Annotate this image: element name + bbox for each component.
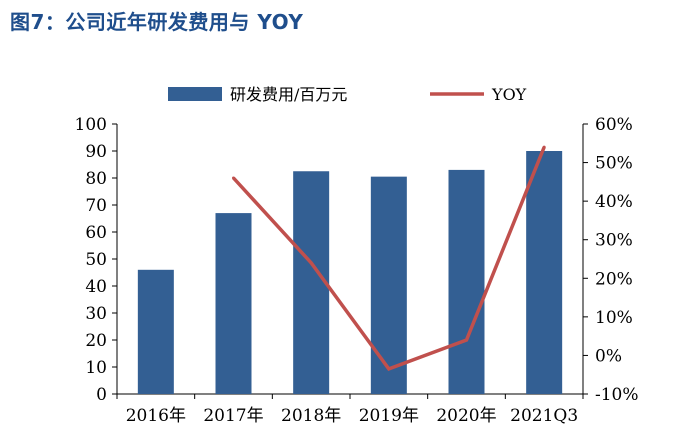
x-tick-label: 2017年: [203, 406, 263, 426]
bar: [448, 169, 485, 394]
left-tick-label: 70: [85, 196, 107, 216]
bar: [137, 269, 174, 394]
left-axis: 0 10 20 30 40 50 60 70 80 90 100: [75, 115, 118, 405]
left-tick-label: 10: [85, 358, 107, 378]
left-tick-label: 0: [96, 385, 107, 405]
legend-bar-label: 研发费用/百万元: [230, 85, 347, 104]
right-tick-label: 30%: [595, 231, 633, 251]
x-tick-label: 2020年: [436, 406, 496, 426]
right-tick-label: 60%: [595, 115, 633, 135]
x-tick-label: 2021Q3: [510, 406, 578, 426]
left-tick-label: 40: [85, 277, 107, 297]
yoy-point: [232, 176, 235, 180]
x-axis: 2016年 2017年 2018年 2019年 2020年 2021Q3: [116, 393, 584, 426]
yoy-point: [542, 145, 546, 149]
right-tick-label: -10%: [595, 385, 639, 405]
left-tick-label: 60: [85, 223, 107, 243]
right-tick-label: 40%: [595, 192, 633, 212]
figure-title: 图7：公司近年研发费用与 YOY: [10, 10, 304, 34]
yoy-point: [309, 261, 313, 265]
right-tick-label: 50%: [595, 154, 633, 174]
yoy-point: [387, 367, 391, 371]
left-tick-label: 20: [85, 331, 107, 351]
bar: [293, 171, 330, 394]
x-tick-label: 2018年: [281, 406, 341, 426]
x-tick-label: 2016年: [126, 406, 186, 426]
right-tick-label: 20%: [595, 269, 633, 289]
left-tick-label: 90: [85, 142, 107, 162]
x-tick-label: 2019年: [359, 406, 419, 426]
bar: [370, 176, 407, 394]
right-tick-label: 0%: [595, 346, 622, 366]
line-series: [232, 145, 546, 372]
left-tick-label: 50: [85, 250, 107, 270]
left-tick-label: 30: [85, 304, 107, 324]
legend-bar-swatch: [168, 87, 222, 101]
bar: [526, 151, 563, 394]
bar-series: [137, 151, 563, 394]
right-tick-label: 10%: [595, 308, 633, 328]
legend-line-label: YOY: [491, 85, 527, 104]
right-axis: -10% 0% 10% 20% 30% 40% 50% 60%: [582, 115, 639, 405]
yoy-point: [465, 338, 468, 342]
bar: [215, 213, 252, 394]
left-tick-label: 100: [75, 115, 107, 135]
left-tick-label: 80: [85, 169, 107, 189]
legend: 研发费用/百万元 YOY: [168, 85, 527, 104]
